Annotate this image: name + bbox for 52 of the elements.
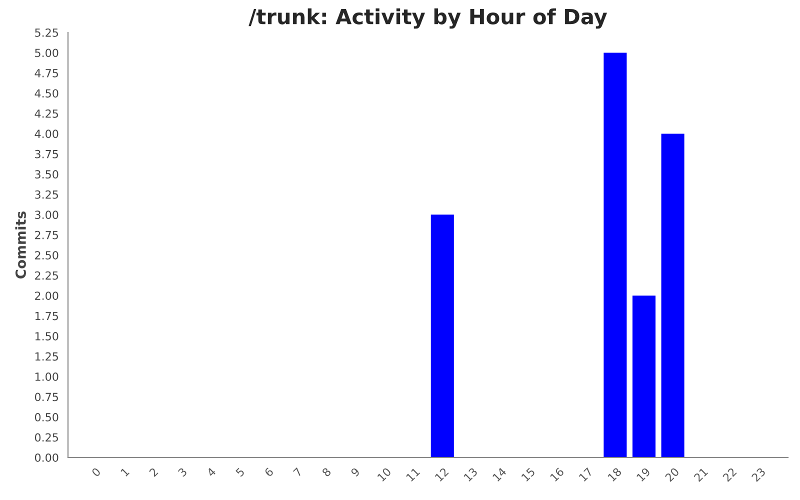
x-tick-label: 23 bbox=[751, 467, 766, 482]
y-tick-label: 1.00 bbox=[35, 372, 58, 381]
y-tick-label: 3.25 bbox=[35, 190, 58, 199]
y-tick-label: 5.25 bbox=[35, 28, 58, 37]
y-tick-label: 0.75 bbox=[34, 392, 58, 402]
y-tick-label: 4.75 bbox=[34, 69, 58, 78]
x-tick-label: 11 bbox=[406, 467, 420, 482]
x-tick-label: 10 bbox=[377, 467, 392, 482]
x-tick-label: 5 bbox=[235, 467, 245, 477]
x-tick-label: 21 bbox=[694, 467, 708, 482]
y-tick-label: 4.25 bbox=[34, 109, 58, 118]
x-tick-label: 14 bbox=[492, 467, 507, 482]
y-tick-label: 4.50 bbox=[34, 89, 58, 98]
x-tick-label: 9 bbox=[350, 467, 360, 478]
x-tick-label: 0 bbox=[91, 467, 102, 478]
x-tick-label: 2 bbox=[148, 467, 158, 477]
bar bbox=[632, 296, 656, 458]
bar bbox=[661, 134, 684, 458]
y-tick-label: 0.50 bbox=[34, 413, 58, 422]
y-tick-label: 2.25 bbox=[35, 271, 58, 280]
x-tick-label: 19 bbox=[636, 467, 651, 482]
x-tick-label: 6 bbox=[264, 467, 274, 478]
x-tick-label: 4 bbox=[206, 467, 216, 478]
x-tick-label: 3 bbox=[178, 467, 188, 478]
x-tick-label: 15 bbox=[521, 467, 536, 482]
x-tick-label: 1 bbox=[120, 467, 130, 477]
x-tick-label: 22 bbox=[722, 467, 737, 482]
y-tick-label: 2.50 bbox=[35, 251, 58, 260]
x-tick-label: 16 bbox=[550, 467, 564, 482]
y-tick-label: 1.25 bbox=[35, 352, 58, 361]
y-tick-label: 2.00 bbox=[35, 292, 58, 300]
y-tick-label: 3.75 bbox=[35, 150, 58, 158]
x-tick-label: 18 bbox=[607, 467, 622, 482]
x-tick-label: 7 bbox=[292, 467, 302, 477]
y-axis-title: Commits bbox=[15, 211, 26, 278]
y-tick-label: 3.50 bbox=[35, 170, 58, 179]
y-tick-label: 0.00 bbox=[34, 453, 58, 462]
bar bbox=[604, 52, 627, 458]
x-tick-label: 17 bbox=[578, 467, 593, 482]
y-tick-label: 4.00 bbox=[34, 130, 58, 138]
x-tick-label: 13 bbox=[463, 467, 478, 482]
x-tick-label: 12 bbox=[434, 467, 449, 482]
y-tick-label: 5.00 bbox=[35, 48, 58, 58]
bar bbox=[430, 214, 454, 458]
y-tick-label: 1.75 bbox=[35, 312, 58, 320]
y-tick-label: 1.50 bbox=[35, 332, 58, 340]
y-tick-label: 2.75 bbox=[35, 230, 58, 240]
y-tick-label: 0.25 bbox=[34, 433, 58, 442]
x-tick-label: 20 bbox=[664, 467, 680, 482]
x-tick-label: 8 bbox=[322, 467, 332, 478]
y-tick-label: 3.00 bbox=[35, 210, 58, 220]
chart-title: /trunk: Activity by Hour of Day bbox=[248, 8, 608, 29]
